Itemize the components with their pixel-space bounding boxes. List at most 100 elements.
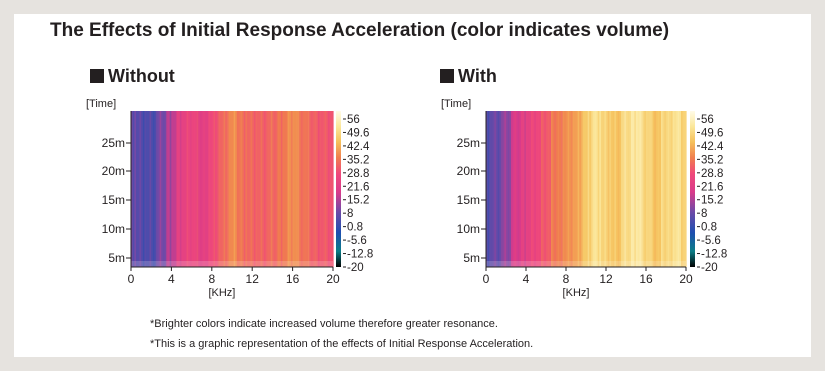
heatmap-streak: [541, 111, 543, 267]
heatmap-streak: [677, 111, 680, 267]
heatmap-streak: [641, 111, 643, 267]
spectrogram-with: [Time] 5m 10m 15m 20m 25m 0 4 8 12 16 20 [KHz] 5649.6…: [441, 98, 727, 299]
heatmap-column: [226, 111, 238, 267]
heatmap-streak: [597, 111, 600, 267]
colorbar-label: 42.4: [701, 141, 724, 153]
heatmap-streak: [657, 111, 660, 267]
heatmap-column: [176, 111, 188, 267]
heatmap-streak: [314, 111, 317, 267]
colorbar: [336, 111, 341, 267]
heatmap-streak: [267, 111, 269, 267]
figure-title: The Effects of Initial Response Accelera…: [50, 20, 670, 41]
heatmap-column: [287, 111, 299, 267]
y-tick-label: 20m: [102, 164, 125, 178]
heatmap-streak: [331, 111, 333, 267]
x-tick-label: 16: [286, 272, 300, 286]
heatmap-streak: [617, 111, 620, 267]
heatmap-streak: [166, 111, 168, 267]
heatmap-streak: [142, 111, 145, 267]
heatmap-streak: [501, 111, 503, 267]
footnote-representation: *This is a graphic representation of the…: [150, 338, 534, 350]
heatmap-streak: [186, 111, 189, 267]
x-tick-label: 12: [599, 272, 613, 286]
x-tick-label: 20: [679, 272, 693, 286]
heatmap-column: [216, 111, 228, 267]
y-tick-label: 10m: [457, 222, 480, 236]
heatmap-streak: [136, 111, 138, 267]
colorbar-label: 49.6: [347, 127, 369, 139]
heatmap-streak: [152, 111, 155, 267]
colorbar-label: 56: [347, 114, 360, 126]
with-heading: With: [440, 66, 497, 87]
heatmap-streak: [631, 111, 633, 267]
heatmap-column: [601, 111, 612, 267]
square-bullet-icon: [90, 69, 104, 83]
x-tick-label: 0: [483, 272, 490, 286]
x-tick-label: 4: [168, 272, 175, 286]
heatmap-streak: [240, 111, 243, 267]
colorbar-label: 42.4: [347, 141, 370, 153]
colorbar: [690, 111, 695, 267]
heatmap-streak: [176, 111, 179, 267]
heatmap-column: [136, 111, 147, 267]
heatmap-column: [186, 111, 198, 267]
heatmap-streak: [557, 111, 560, 267]
heatmap-streak: [284, 111, 286, 267]
x-tick-label: 16: [639, 272, 653, 286]
heatmap-streak: [301, 111, 303, 267]
heatmap-onset-band: [486, 261, 686, 267]
y-tick-label: 20m: [457, 164, 480, 178]
colorbar-label: 0.8: [701, 222, 717, 234]
heatmap-streak: [681, 111, 683, 267]
heatmap-streak: [497, 111, 500, 267]
heatmap-streak: [667, 111, 670, 267]
heatmap-column: [237, 111, 248, 267]
heatmap-streak: [226, 111, 229, 267]
heatmap-column: [641, 111, 652, 267]
heatmap-streak: [627, 111, 630, 267]
colorbar-label: -12.8: [701, 249, 727, 261]
heatmap-streak: [671, 111, 673, 267]
heatmap-column: [541, 111, 552, 267]
heatmap-streak: [321, 111, 323, 267]
heatmap-column: [501, 111, 512, 267]
heatmap-streak: [146, 111, 148, 267]
square-bullet-icon: [440, 69, 454, 83]
heatmap-streak: [327, 111, 330, 267]
spectrogram-without: [Time] 5m 10m 15m 20m 25m 0 4 8 12 16 20 [KHz] 5649.6…: [86, 98, 373, 299]
heatmap-streak: [534, 111, 536, 267]
heatmap-streak: [260, 111, 263, 267]
heatmap-column: [156, 111, 167, 267]
heatmap-streak: [511, 111, 513, 267]
x-tick-label: 4: [523, 272, 530, 286]
heatmap-streak: [601, 111, 603, 267]
heatmap-streak: [654, 111, 656, 267]
heatmap-streak: [290, 111, 293, 267]
heatmap-column: [531, 111, 542, 267]
without-heading-label: Without: [108, 66, 175, 86]
heatmap-streak: [544, 111, 546, 267]
heatmap-streak: [647, 111, 650, 267]
heatmap-column: [551, 111, 562, 267]
colorbar-label: 15.2: [347, 195, 369, 207]
colorbar-label: -20: [701, 262, 718, 274]
heatmap-streak: [287, 111, 290, 267]
heatmap-streak: [257, 111, 259, 267]
y-tick-label: 10m: [102, 222, 125, 236]
heatmap-streak: [159, 111, 162, 267]
colorbar-label: 21.6: [701, 181, 723, 193]
colorbar-label: 28.8: [701, 168, 723, 180]
heatmap-streak: [554, 111, 556, 267]
colorbar-label: 21.6: [347, 181, 369, 193]
heatmap-streak: [216, 111, 219, 267]
heatmap-streak: [311, 111, 313, 267]
heatmap-streak: [634, 111, 636, 267]
heatmap-streak: [223, 111, 226, 267]
heatmap-column: [327, 111, 334, 267]
heatmap-streak: [587, 111, 590, 267]
y-tick-label: 5m: [463, 251, 480, 265]
heatmap-streak: [274, 111, 276, 267]
heatmap-streak: [531, 111, 533, 267]
heatmap-streak: [611, 111, 613, 267]
